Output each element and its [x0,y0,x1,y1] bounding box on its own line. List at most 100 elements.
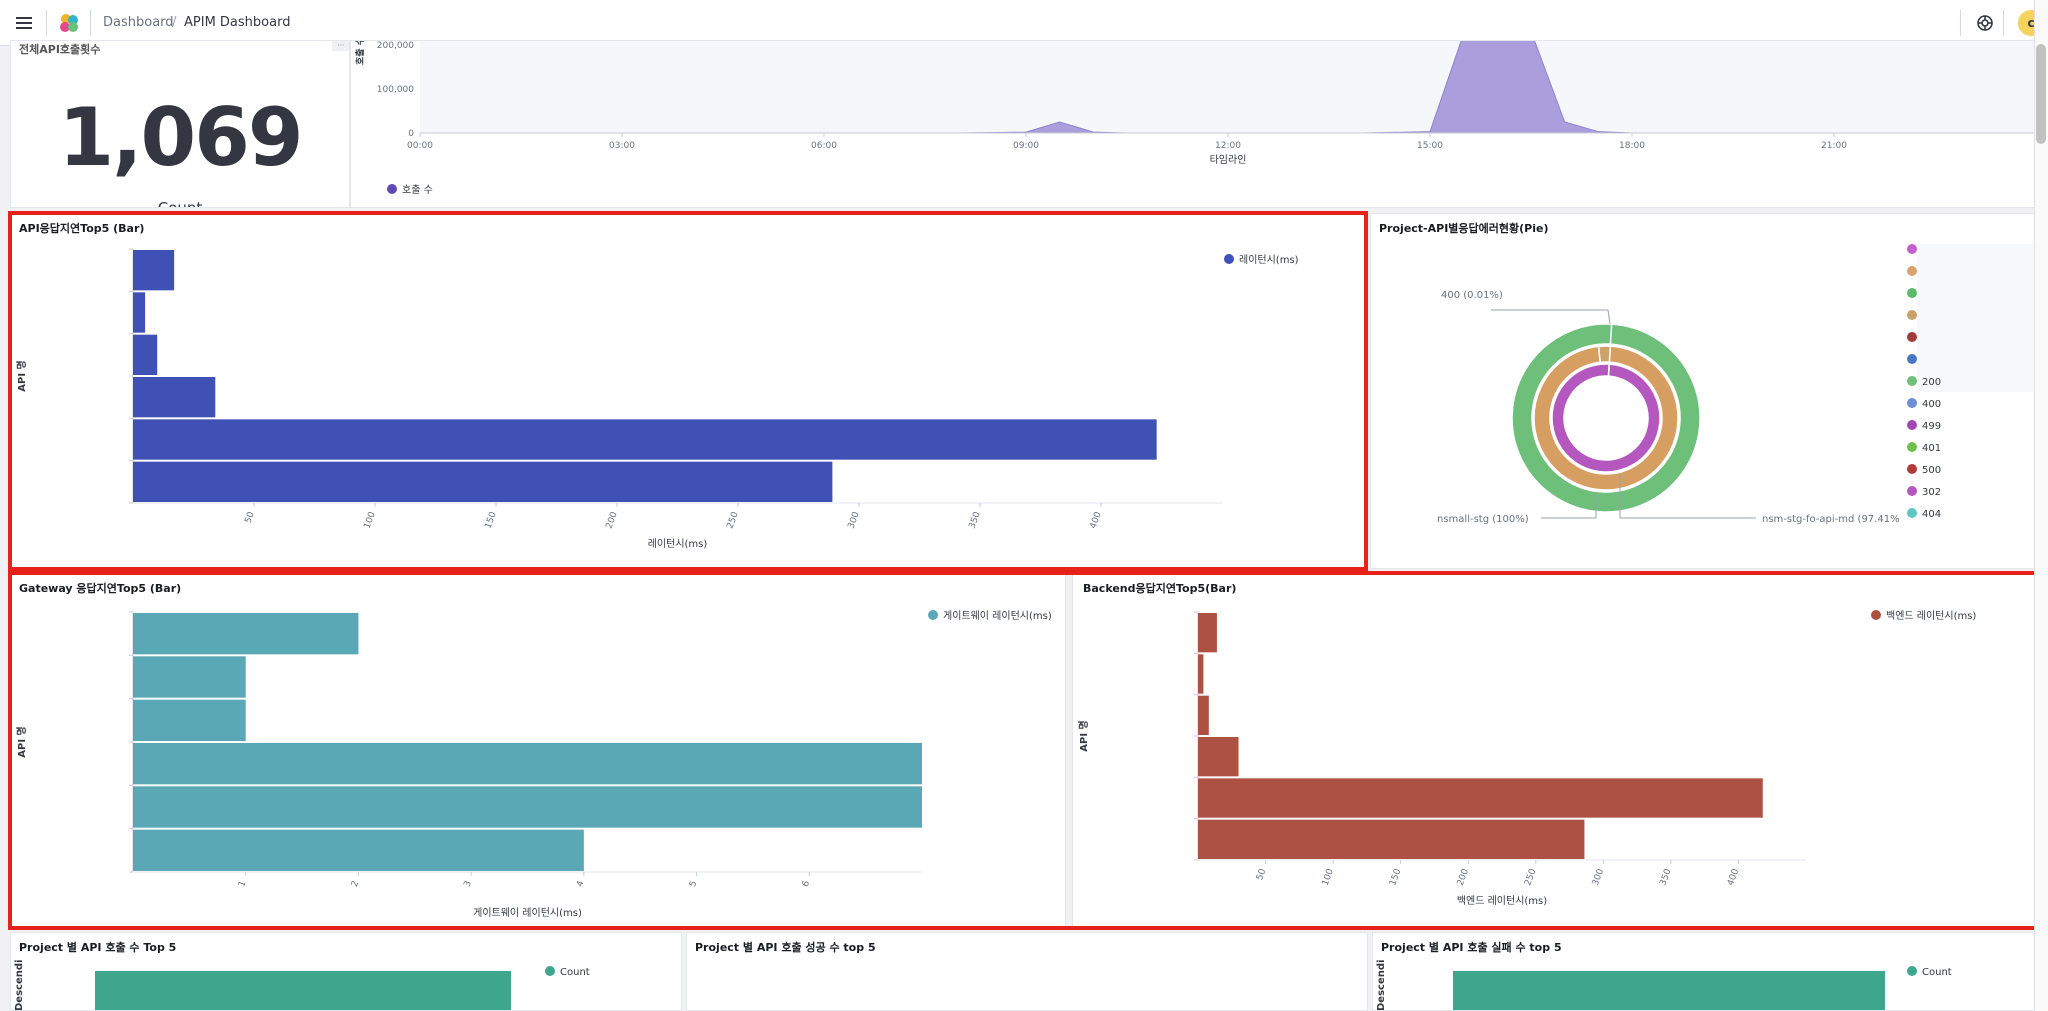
backend-legend[interactable]: 백엔드 레이턴시(ms) [1871,607,1976,622]
x-tick-label: 150 [1388,867,1403,887]
x-tick-label: 150 [484,510,499,530]
x-axis-label: 레이턴시(ms) [648,538,708,550]
leader-line [1541,492,1597,519]
chart-bar [133,461,833,502]
legend-label: 499 [1922,421,1942,432]
chart-bar[interactable] [1453,971,1885,1010]
breadcrumb-separator: / [172,15,177,30]
chart-bar [1198,654,1204,694]
pie-panel: Project-API별응답에러현황(Pie) 400 (0.01%) nsmal… [1370,213,2044,569]
api-latency-legend[interactable]: 레이턴시(ms) [1224,251,1299,266]
chart-bar [133,786,922,828]
legend-label: 302 [1922,487,1942,498]
x-tick-label: 15:00 [1417,141,1443,151]
legend-dot-icon [1907,288,1917,298]
x-tick-label: 4 [575,879,586,888]
legend-dot-icon [1907,420,1917,430]
chart-bar [133,334,158,375]
y-tick-label: 100,000 [377,85,414,95]
y-tick-label: 200,000 [377,41,414,51]
x-tick-label: 250 [726,510,741,530]
x-axis-label: 게이트웨이 레이턴시(ms) [473,907,582,919]
legend-dot-icon [928,610,938,620]
metric-panel: 전체API호출횟수 ⋯ 1,069 Count [10,40,350,208]
metric-label: Count [157,199,203,208]
legend-label: Count [560,967,590,978]
legend-dot-icon [1907,332,1917,342]
x-tick-label: 1 [237,880,248,889]
gateway-panel: Gateway 응답지연Top5 (Bar) 1 2 3 4 5 6 게이트웨이 레이턴시(… [10,573,1066,928]
x-tick-label: 2 [350,880,361,889]
legend-dot-icon [545,966,555,976]
pie-slice [1597,345,1612,364]
chart-bar [133,377,216,418]
y-axis-label: 호출 수 [354,41,366,65]
legend-dot-icon [1907,376,1917,386]
legend-dot-icon [1907,266,1917,276]
bottom-panel-success: Project 별 API 호출 성공 수 top 5 [686,932,1368,1011]
legend-label: 200 [1922,377,1942,388]
breadcrumb-dashboard[interactable]: Dashboard [103,15,174,30]
pie-legend-item[interactable]: 200 [1907,376,1941,388]
gateway-legend[interactable]: 게이트웨이 레이턴시(ms) [928,607,1052,622]
chart-bar [1198,737,1239,777]
bottom-legend[interactable]: Count [1907,966,1952,978]
chart-bar [133,419,1157,460]
help-icon[interactable] [1975,13,1995,33]
x-tick-label: 12:00 [1215,141,1241,151]
x-tick-label: 300 [847,510,862,530]
x-tick-label: 350 [968,510,983,530]
x-tick-label: 300 [1591,867,1606,887]
pie-legend-item[interactable] [1907,244,1922,256]
panel-title: Project 별 API 호출 실패 수 top 5 [1381,941,1562,954]
x-tick-label: 350 [1658,867,1673,887]
chart-bar [133,699,246,741]
hamburger-menu-icon[interactable] [16,17,32,29]
pie-legend: 200 400 499 401 500 302 404 [1907,244,2043,564]
panel-options-icon[interactable]: ⋯ [332,41,349,51]
y-axis-label: API 명 [15,360,28,391]
pie-legend-item[interactable] [1907,310,1922,322]
breadcrumb-current: APIM Dashboard [184,15,291,30]
y-axis-label: API 명 [15,726,28,757]
chart-bar [133,250,175,291]
pie-legend-item[interactable]: 400 [1907,398,1941,410]
x-tick-label: 18:00 [1619,141,1645,151]
legend-label: Count [1922,967,1952,978]
x-tick-label: 200 [605,510,620,530]
chart-bar [133,656,246,698]
legend-dot-icon [1907,244,1917,254]
pie-legend-item[interactable]: 404 [1907,508,1941,520]
pie-legend-item[interactable] [1907,354,1922,366]
legend-dot-icon [1907,464,1917,474]
x-tick-label: 00:00 [407,141,433,151]
pie-label: 400 (0.01%) [1441,290,1503,301]
header-divider [1960,10,1961,36]
metric-value: 1,069 [58,91,303,184]
timeline-legend[interactable]: 호출 수 [387,181,433,196]
chart-bar [1198,778,1763,818]
legend-label: 호출 수 [402,185,433,196]
kibana-logo-icon[interactable] [58,12,80,34]
legend-dot-icon [1907,398,1917,408]
bottom-panel-calls: Project 별 API 호출 수 Top 5 Descendi Count [10,932,682,1011]
pie-legend-item[interactable]: 401 [1907,442,1941,454]
x-tick-label: 50 [244,510,257,524]
pie-legend-item[interactable] [1907,288,1922,300]
pie-legend-item[interactable]: 302 [1907,486,1941,498]
pie-legend-item[interactable] [1907,332,1922,344]
scrollbar-thumb[interactable] [2036,44,2046,144]
x-tick-label: 06:00 [811,141,837,151]
leader-line [1491,309,1611,325]
pie-legend-item[interactable]: 500 [1907,464,1941,476]
chart-bar [1198,695,1209,735]
bottom-panel-failure: Project 별 API 호출 실패 수 top 5 Descendi Cou… [1372,932,2044,1011]
gateway-chart: 1 2 3 4 5 6 게이트웨이 레이턴시(ms) API 명 [15,611,922,919]
bottom-legend[interactable]: Count [545,966,590,978]
chart-bar[interactable] [95,971,511,1010]
pie-legend-item[interactable] [1907,266,1922,278]
timeline-chart: 0 100,000 200,000 00:00 03:00 06:00 09:00 12:00… [354,41,2036,166]
pie-legend-item[interactable]: 499 [1907,420,1941,432]
chart-bar [133,829,584,871]
page-scrollbar[interactable] [2034,0,2048,1011]
